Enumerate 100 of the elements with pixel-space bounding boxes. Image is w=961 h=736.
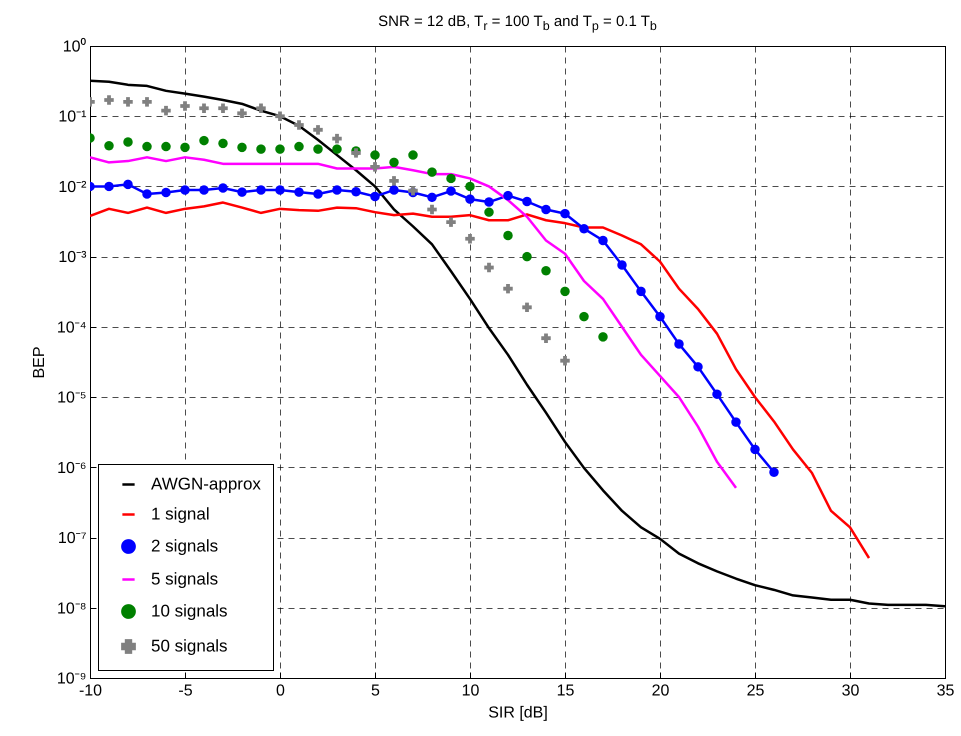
point — [256, 144, 266, 154]
point — [237, 142, 247, 152]
point — [484, 262, 494, 272]
point — [313, 144, 323, 154]
point — [142, 189, 152, 199]
x-tick-label: 0 — [276, 682, 286, 700]
point — [522, 196, 532, 206]
y-tick-label: 10⁻² — [58, 178, 88, 196]
point — [503, 284, 513, 294]
point — [446, 186, 456, 196]
point — [522, 252, 532, 262]
legend-label: 2 signals — [151, 536, 218, 556]
point — [598, 236, 608, 246]
point — [237, 187, 247, 197]
point — [199, 136, 209, 146]
point — [199, 185, 209, 195]
point — [142, 142, 152, 152]
point — [446, 217, 456, 227]
point — [275, 111, 285, 121]
point — [313, 189, 323, 199]
point — [332, 144, 342, 154]
y-tick-label: 10⁻⁴ — [56, 319, 87, 336]
point — [560, 208, 570, 218]
point — [123, 180, 133, 190]
point — [351, 187, 361, 196]
point — [465, 234, 475, 244]
legend-label: 1 signal — [151, 504, 210, 524]
point — [161, 106, 171, 116]
point — [541, 204, 551, 214]
point — [731, 417, 741, 427]
line-series — [90, 201, 870, 560]
point — [522, 302, 532, 312]
point — [655, 312, 665, 322]
point — [503, 190, 513, 200]
point — [389, 185, 399, 195]
x-tick-label: 30 — [842, 682, 860, 700]
legend-label: 10 signals — [151, 602, 228, 620]
point — [218, 103, 228, 113]
point — [636, 286, 646, 296]
point — [104, 182, 114, 192]
y-tick-label: 10⁻⁶ — [57, 460, 86, 477]
point — [199, 103, 209, 113]
point — [579, 312, 589, 322]
point — [712, 389, 722, 399]
point — [180, 101, 190, 111]
point — [579, 224, 589, 234]
point — [142, 97, 152, 107]
point — [275, 185, 285, 195]
point — [123, 137, 133, 147]
point — [389, 176, 399, 186]
point — [446, 174, 456, 184]
x-tick-label: 20 — [652, 682, 670, 700]
point — [674, 339, 684, 349]
x-tick-label: 15 — [556, 682, 574, 700]
point — [218, 183, 228, 193]
y-tick-label: 10⁻⁸ — [56, 600, 86, 618]
point — [484, 197, 494, 207]
x-tick-label: 25 — [746, 682, 764, 700]
point — [598, 332, 608, 342]
point — [161, 188, 171, 198]
point — [427, 167, 437, 177]
legend-label: 5 signals — [151, 570, 218, 588]
chart-title: SNR = 12 dB, T$_{r}$ = 100 T$_{b}$ and T$_{p}$ = 0.1 T$_{b}$ — [377, 12, 658, 35]
point — [294, 142, 304, 152]
y-tick-label: 10⁻¹ — [58, 108, 86, 126]
point — [294, 187, 304, 197]
y-tick-label: 10⁻⁵ — [57, 390, 86, 407]
x-tick-label: 35 — [936, 682, 954, 700]
point — [750, 444, 760, 454]
legend-label: AWGN-approx — [151, 474, 262, 494]
x-axis-title: SIR [dB] — [488, 704, 548, 722]
point — [180, 142, 190, 152]
point — [769, 468, 779, 478]
point — [180, 185, 190, 195]
point — [560, 356, 570, 366]
point — [161, 142, 171, 152]
point — [484, 207, 494, 217]
point — [332, 185, 342, 195]
point — [465, 194, 475, 204]
point — [541, 266, 551, 276]
point — [332, 134, 342, 144]
point — [560, 286, 570, 296]
point — [313, 125, 323, 135]
point — [541, 333, 551, 343]
y-tick-label: 10⁻⁷ — [58, 530, 87, 548]
point — [104, 140, 114, 150]
y-tick-label: 10⁻³ — [58, 249, 88, 266]
point — [427, 192, 437, 202]
y-axis-title: BEP — [30, 346, 48, 379]
x-tick-label: -5 — [178, 682, 193, 700]
point — [389, 158, 399, 168]
legend-label: 50 signals — [151, 636, 228, 656]
point — [370, 192, 380, 202]
point — [218, 138, 228, 148]
point — [104, 95, 114, 105]
point — [465, 182, 475, 192]
point — [123, 97, 133, 107]
point — [617, 260, 627, 270]
point — [370, 162, 380, 172]
x-tick-label: 5 — [371, 682, 380, 700]
